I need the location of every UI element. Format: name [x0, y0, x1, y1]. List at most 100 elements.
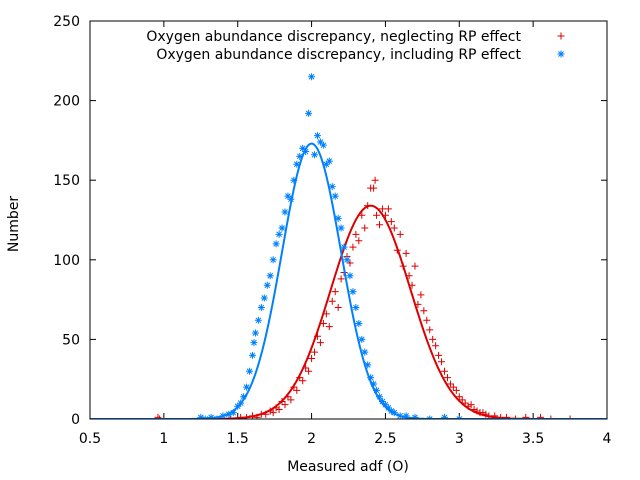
series-1-point: [390, 224, 398, 232]
series-2-point: [352, 304, 360, 312]
series-1-point: [243, 413, 251, 419]
series-1-point: [337, 275, 345, 283]
series-2-point: [349, 288, 357, 296]
series-1-point: [429, 335, 437, 343]
series-1-point: [293, 386, 301, 394]
series-1-point: [346, 259, 354, 267]
x-tick-label: 2: [307, 431, 316, 447]
series-1-point: [455, 393, 463, 401]
series-2-point: [250, 339, 258, 347]
series-1-point: [272, 404, 280, 412]
series-1-point: [438, 358, 446, 366]
series-1-point: [408, 281, 416, 289]
series-1-point: [361, 224, 369, 232]
y-tick-label: 250: [53, 14, 80, 30]
series-1-point: [352, 230, 360, 238]
y-tick-label: 50: [62, 332, 80, 348]
series-1-point: [328, 297, 336, 305]
series-1-point: [537, 413, 545, 419]
series-1-point: [299, 377, 307, 385]
series-2-point: [384, 404, 392, 412]
x-tick-label: 0.5: [79, 431, 101, 447]
legend-marker-1: [557, 32, 565, 40]
y-axis-label: Number: [6, 196, 22, 252]
series-1-point: [376, 221, 384, 229]
series-1-point: [266, 407, 274, 415]
series-1-point: [278, 397, 286, 405]
series-2-point: [254, 316, 262, 324]
series-1-point: [432, 342, 440, 350]
x-tick-label: 3.5: [522, 431, 544, 447]
series-1-point: [378, 205, 386, 213]
series-1-point: [358, 211, 366, 219]
series-2-point: [278, 224, 286, 232]
series-1-point: [311, 348, 319, 356]
series-1-point: [414, 300, 422, 308]
series-1-point: [371, 176, 379, 184]
series-1-point: [237, 413, 245, 419]
series-1-point: [349, 243, 357, 251]
x-axis-label: Measured adf (O): [287, 459, 409, 475]
series-1-point: [479, 409, 487, 417]
series-1-point: [547, 415, 555, 419]
x-tick-label: 4: [603, 431, 612, 447]
series-1-point: [503, 413, 511, 419]
series-1-point: [296, 374, 304, 382]
series-2-point: [311, 151, 319, 159]
series-1-point: [522, 413, 530, 419]
series-2-point: [290, 176, 298, 184]
series-2-point: [284, 192, 292, 200]
series-2-point: [299, 144, 307, 152]
series-2-point: [316, 138, 324, 146]
series-1-point: [155, 415, 163, 419]
series-2-point: [358, 335, 366, 343]
y-tick-label: 0: [71, 412, 80, 428]
series-1-point: [417, 291, 425, 299]
legend-label-2: Oxygen abundance discrepancy, including …: [156, 47, 521, 63]
series-2-point: [240, 393, 248, 401]
series-2-point: [237, 399, 245, 407]
series-1-point: [253, 413, 261, 419]
series-2-point: [411, 413, 419, 419]
y-tick-label: 150: [53, 173, 80, 189]
series-2-point: [234, 402, 242, 410]
series-2-point: [373, 386, 381, 394]
series-1-point: [287, 396, 295, 404]
series-2-point: [293, 160, 301, 168]
series-1-point: [284, 393, 292, 401]
series-1-point: [511, 415, 519, 419]
series-1-point: [316, 339, 324, 347]
series-1-point: [443, 374, 451, 382]
series-2-point: [308, 73, 316, 81]
series-1-point: [464, 402, 472, 410]
series-1-point: [381, 211, 389, 219]
series-1-point: [470, 405, 478, 413]
series-1-point: [331, 288, 339, 296]
series-1-point: [154, 413, 162, 419]
series-1-point: [308, 355, 316, 363]
series-1-point: [446, 380, 454, 388]
series-2-point: [355, 319, 363, 327]
series-1-point: [566, 415, 574, 419]
series-2-point: [246, 367, 254, 375]
series-2-point: [263, 281, 271, 289]
series-1-point: [269, 409, 277, 417]
series-2-point: [364, 361, 372, 369]
x-tick-label: 1.5: [227, 431, 249, 447]
series-2-point: [441, 413, 449, 419]
series-2-point: [370, 380, 378, 388]
series-2-point: [390, 409, 398, 417]
y-tick-label: 200: [53, 94, 80, 110]
series-1-point: [482, 410, 490, 418]
series-1-point: [420, 307, 428, 315]
series-1-point: [355, 237, 363, 245]
series-2-point: [387, 407, 395, 415]
y-tick-label: 100: [53, 253, 80, 269]
series-2-point: [257, 304, 265, 312]
series-2-point: [322, 160, 330, 168]
series-2-point: [331, 192, 339, 200]
series-1-point: [364, 202, 372, 210]
series-1-point: [473, 407, 481, 415]
series-2-point: [334, 214, 342, 222]
series-1-point: [290, 383, 298, 391]
